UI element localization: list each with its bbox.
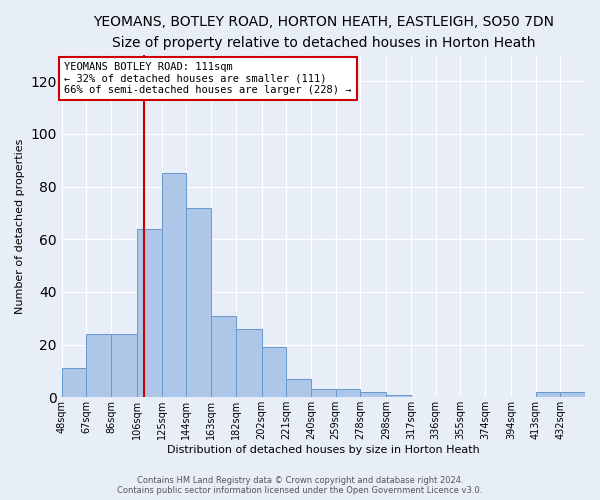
Bar — [386, 394, 411, 398]
Bar — [211, 316, 236, 398]
Bar — [262, 348, 286, 398]
Y-axis label: Number of detached properties: Number of detached properties — [15, 138, 25, 314]
Bar — [336, 390, 361, 398]
Text: Contains HM Land Registry data © Crown copyright and database right 2024.
Contai: Contains HM Land Registry data © Crown c… — [118, 476, 482, 495]
Bar — [162, 174, 187, 398]
Bar — [236, 329, 262, 398]
Bar — [187, 208, 211, 398]
X-axis label: Distribution of detached houses by size in Horton Heath: Distribution of detached houses by size … — [167, 445, 480, 455]
Bar — [137, 228, 162, 398]
Bar — [311, 390, 336, 398]
Bar — [286, 379, 311, 398]
Bar — [111, 334, 137, 398]
Bar — [361, 392, 386, 398]
Bar — [560, 392, 585, 398]
Text: YEOMANS BOTLEY ROAD: 111sqm
← 32% of detached houses are smaller (111)
66% of se: YEOMANS BOTLEY ROAD: 111sqm ← 32% of det… — [64, 62, 352, 95]
Bar — [536, 392, 560, 398]
Bar — [86, 334, 111, 398]
Title: YEOMANS, BOTLEY ROAD, HORTON HEATH, EASTLEIGH, SO50 7DN
Size of property relativ: YEOMANS, BOTLEY ROAD, HORTON HEATH, EAST… — [93, 15, 554, 50]
Bar — [62, 368, 86, 398]
